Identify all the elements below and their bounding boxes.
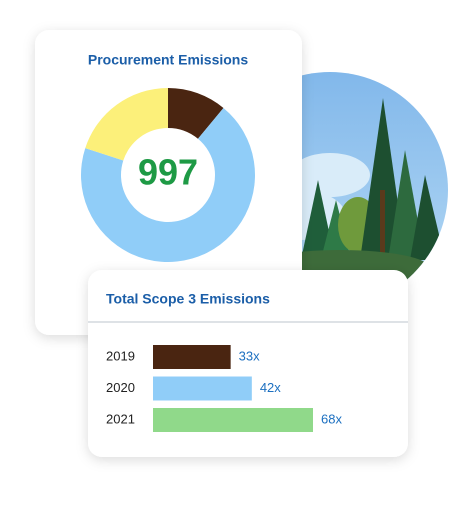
bar xyxy=(153,408,313,432)
donut-segment xyxy=(85,88,168,161)
donut-segment xyxy=(80,107,255,262)
value-label: 68x xyxy=(321,411,342,426)
donut-chart xyxy=(80,88,255,262)
center-label: 997 xyxy=(138,152,198,193)
bar xyxy=(153,376,252,401)
category-label: 2019 xyxy=(106,348,135,363)
bar-title: Total Scope 3 Emissions xyxy=(106,291,270,307)
donut-segment xyxy=(168,88,224,139)
category-label: 2021 xyxy=(106,411,135,426)
value-label: 42x xyxy=(260,380,281,395)
bar xyxy=(153,345,231,369)
category-label: 2020 xyxy=(106,380,135,395)
bar-chart: 2019 33x 2020 42x 2021 68x xyxy=(106,345,342,432)
value-label: 33x xyxy=(239,348,260,363)
donut-title: Procurement Emissions xyxy=(88,52,248,68)
donut-card xyxy=(35,30,302,335)
